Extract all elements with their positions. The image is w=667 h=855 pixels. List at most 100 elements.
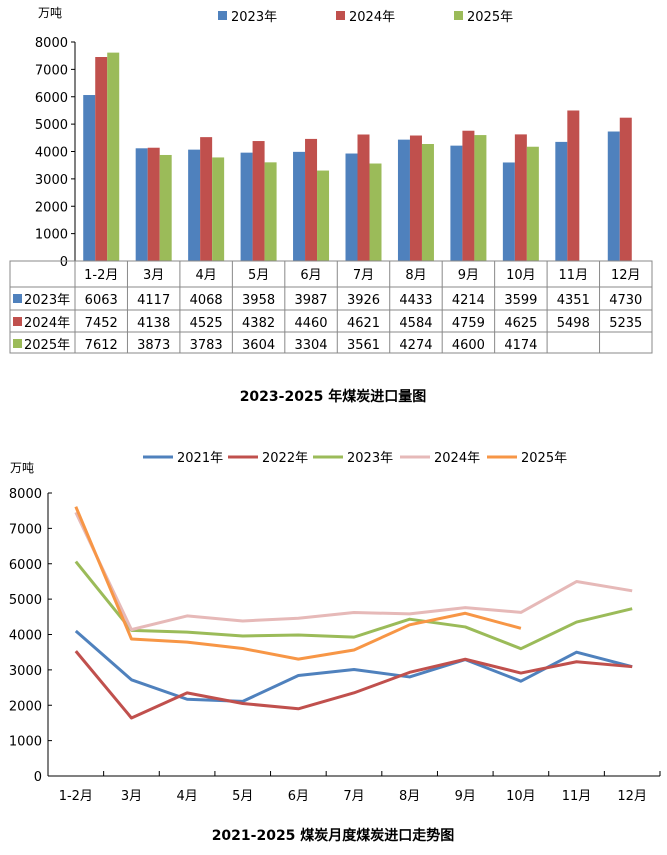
y-axis-unit: 万吨 bbox=[10, 461, 34, 475]
row-header: 2024年 bbox=[24, 316, 70, 331]
table-cell: 4274 bbox=[399, 338, 432, 353]
legend-label: 2023年 bbox=[231, 10, 277, 25]
legend-label: 2025年 bbox=[521, 451, 567, 466]
x-tick-label: 3月 bbox=[121, 789, 142, 804]
table-cell: 4730 bbox=[609, 293, 642, 308]
bar bbox=[514, 134, 527, 261]
table-cell: 4525 bbox=[190, 316, 223, 331]
table-cell: 3783 bbox=[190, 338, 223, 353]
table-cell: 5498 bbox=[557, 316, 590, 331]
bar bbox=[200, 137, 213, 261]
x-tick-label: 9月 bbox=[455, 789, 476, 804]
y-tick-label: 8000 bbox=[9, 487, 42, 502]
y-tick-label: 1000 bbox=[9, 735, 42, 750]
table-cell: 4138 bbox=[137, 316, 170, 331]
bar bbox=[619, 117, 632, 262]
x-tick-label: 6月 bbox=[288, 789, 309, 804]
x-tick-label: 7月 bbox=[353, 268, 374, 283]
legend-swatch bbox=[454, 11, 463, 20]
table-cell: 5235 bbox=[609, 316, 642, 331]
y-tick-label: 5000 bbox=[35, 118, 68, 133]
chart-title: 2021-2025 煤炭月度煤炭进口走势图 bbox=[212, 827, 455, 844]
bar bbox=[264, 162, 277, 261]
bar bbox=[409, 135, 422, 261]
bar bbox=[462, 130, 475, 261]
table-cell: 3561 bbox=[347, 338, 380, 353]
x-tick-label: 10月 bbox=[506, 268, 536, 283]
table-cell: 3873 bbox=[137, 338, 170, 353]
y-tick-label: 8000 bbox=[35, 36, 68, 51]
bar bbox=[252, 141, 265, 261]
bar bbox=[474, 135, 487, 261]
y-tick-label: 4000 bbox=[9, 629, 42, 644]
bar bbox=[555, 141, 568, 261]
table-cell: 4433 bbox=[399, 293, 432, 308]
table-cell: 4068 bbox=[190, 293, 223, 308]
y-tick-label: 3000 bbox=[9, 664, 42, 679]
y-tick-label: 7000 bbox=[35, 63, 68, 78]
x-tick-label: 7月 bbox=[343, 789, 364, 804]
table-cell: 4117 bbox=[137, 293, 170, 308]
y-tick-label: 5000 bbox=[9, 593, 42, 608]
y-tick-label: 4000 bbox=[35, 146, 68, 161]
y-tick-label: 3000 bbox=[35, 173, 68, 188]
y-tick-label: 1000 bbox=[35, 228, 68, 243]
bar bbox=[240, 152, 253, 261]
legend-key bbox=[13, 294, 22, 303]
x-tick-label: 5月 bbox=[248, 268, 269, 283]
table-cell: 3958 bbox=[242, 293, 275, 308]
x-tick-label: 1-2月 bbox=[84, 268, 118, 283]
x-tick-label: 10月 bbox=[506, 789, 536, 804]
series-line-2021年 bbox=[74, 629, 633, 703]
x-tick-label: 6月 bbox=[300, 268, 321, 283]
bar bbox=[607, 131, 620, 261]
legend-swatch bbox=[336, 11, 345, 20]
bar bbox=[305, 138, 318, 261]
bar bbox=[95, 57, 108, 262]
bar bbox=[147, 147, 160, 261]
series-line-2023年 bbox=[74, 560, 633, 651]
bar bbox=[421, 143, 434, 261]
table-cell: 3987 bbox=[294, 293, 327, 308]
table-cell: 6063 bbox=[85, 293, 118, 308]
bar bbox=[188, 149, 201, 261]
table-cell: 3604 bbox=[242, 338, 275, 353]
series-line-2022年 bbox=[74, 650, 633, 720]
bar bbox=[450, 145, 463, 261]
bar bbox=[293, 151, 306, 261]
y-tick-label: 6000 bbox=[35, 91, 68, 106]
y-tick-label: 6000 bbox=[9, 558, 42, 573]
legend-key bbox=[13, 317, 22, 326]
legend-label: 2024年 bbox=[349, 10, 395, 25]
bar bbox=[135, 148, 148, 261]
x-tick-label: 12月 bbox=[617, 789, 647, 804]
table-cell: 4174 bbox=[504, 338, 537, 353]
y-tick-label: 2000 bbox=[9, 699, 42, 714]
row-header: 2025年 bbox=[24, 338, 70, 353]
x-tick-label: 4月 bbox=[176, 789, 197, 804]
legend-label: 2021年 bbox=[177, 451, 223, 466]
chart-title: 2023-2025 年煤炭进口量图 bbox=[240, 388, 427, 405]
bar bbox=[397, 139, 410, 261]
table-cell: 3926 bbox=[347, 293, 380, 308]
y-tick-label: 7000 bbox=[9, 522, 42, 537]
y-tick-label: 0 bbox=[34, 770, 42, 785]
bar bbox=[345, 153, 358, 261]
bar bbox=[357, 134, 370, 261]
table-cell: 7452 bbox=[85, 316, 118, 331]
table-cell: 4460 bbox=[294, 316, 327, 331]
legend-key bbox=[13, 339, 22, 348]
x-tick-label: 8月 bbox=[405, 268, 426, 283]
table-cell: 4214 bbox=[452, 293, 485, 308]
y-tick-label: 2000 bbox=[35, 200, 68, 215]
table-cell: 4382 bbox=[242, 316, 275, 331]
row-header: 2023年 bbox=[24, 293, 70, 308]
bar bbox=[212, 157, 225, 261]
bar bbox=[107, 52, 120, 262]
bar bbox=[567, 110, 580, 261]
bar bbox=[502, 162, 515, 261]
y-axis-unit: 万吨 bbox=[38, 6, 62, 20]
legend-label: 2025年 bbox=[467, 10, 513, 25]
bar bbox=[159, 154, 172, 261]
